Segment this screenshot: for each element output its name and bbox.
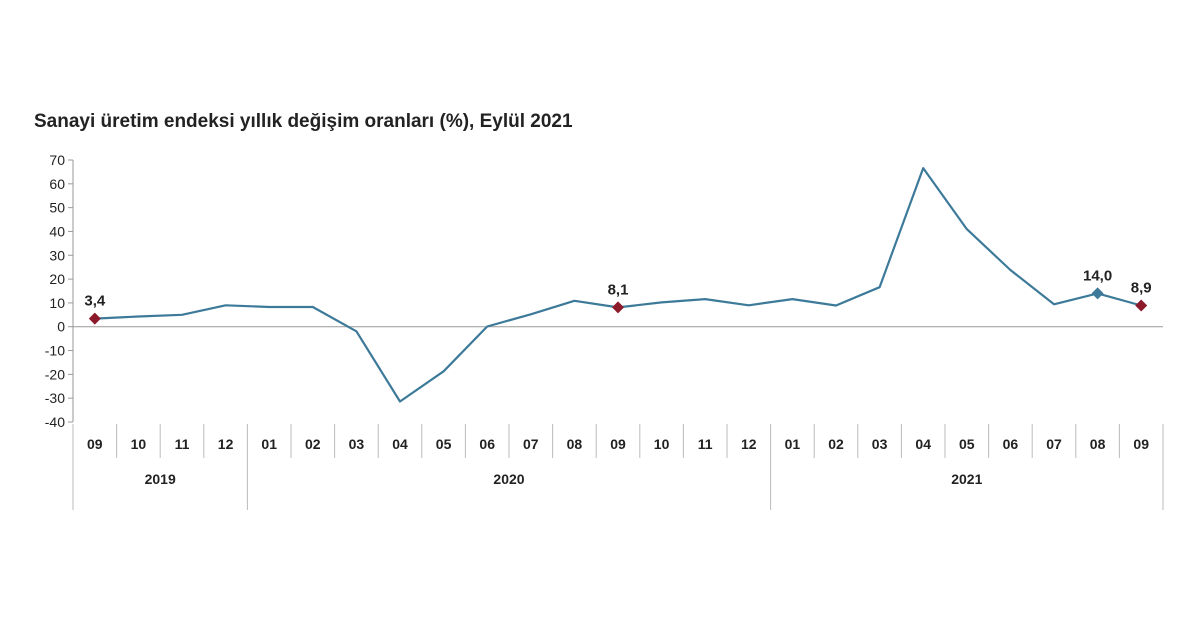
y-tick-label: -30 [45,390,65,406]
x-year-label: 2021 [951,471,982,487]
y-tick-label: 60 [49,176,65,192]
data-label: 3,4 [84,293,106,310]
x-year-label: 2020 [493,471,524,487]
x-category-label: 06 [479,436,495,452]
x-category-label: 08 [567,436,583,452]
x-category-label: 01 [785,436,801,452]
data-marker [88,312,101,325]
x-category-label: 05 [436,436,452,452]
data-labels: 3,4 8,1 14,0 8,9 [84,267,1151,309]
x-category-label: 09 [610,436,626,452]
y-tick-label: 10 [49,295,65,311]
x-category-labels: 09 10 11 12 01 02 03 04 05 06 07 08 09 10 11 12 01 02 03 04… [87,436,1149,452]
axes [68,159,1164,510]
x-category-label: 12 [218,436,234,452]
y-tick-label: 70 [49,152,65,168]
x-category-label: 07 [523,436,539,452]
x-category-label: 03 [349,436,365,452]
x-category-label: 09 [1133,436,1149,452]
x-category-label: 04 [392,436,408,452]
data-marker [612,301,624,314]
x-category-label: 07 [1046,436,1062,452]
data-label: 8,9 [1131,280,1152,297]
x-category-label: 10 [131,436,147,452]
data-markers [88,287,1148,325]
chart-title: Sanayi üretim endeksi yıllık değişim ora… [34,111,573,132]
x-category-label: 11 [175,436,190,452]
x-year-labels: 2019 2020 2021 [145,471,983,487]
x-year-label: 2019 [145,471,176,487]
y-tick-label: 0 [57,319,65,335]
x-category-label: 09 [87,436,103,452]
x-category-label: 05 [959,436,975,452]
y-tick-label: -10 [45,343,65,359]
x-category-label: 06 [1003,436,1019,452]
y-tick-labels: 70 60 50 40 30 20 10 0 -10 -20 -30 -40 [45,152,65,430]
x-category-label: 08 [1090,436,1106,452]
x-category-label: 04 [915,436,931,452]
data-label: 8,1 [608,281,629,298]
x-category-label: 12 [741,436,757,452]
x-category-label: 03 [872,436,888,452]
x-category-label: 02 [305,436,321,452]
x-category-label: 02 [828,436,844,452]
y-tick-label: 50 [49,200,65,216]
y-tick-label: 40 [49,223,65,239]
y-tick-label: -20 [45,366,65,382]
y-tick-label: 20 [49,271,65,287]
y-tick-label: -40 [45,414,65,430]
y-tick-label: 30 [49,247,65,263]
data-marker [1091,287,1104,300]
x-category-label: 11 [698,436,713,452]
x-category-label: 01 [261,436,277,452]
x-category-label: 10 [654,436,670,452]
data-marker [1135,299,1148,312]
data-label: 14,0 [1083,267,1112,284]
